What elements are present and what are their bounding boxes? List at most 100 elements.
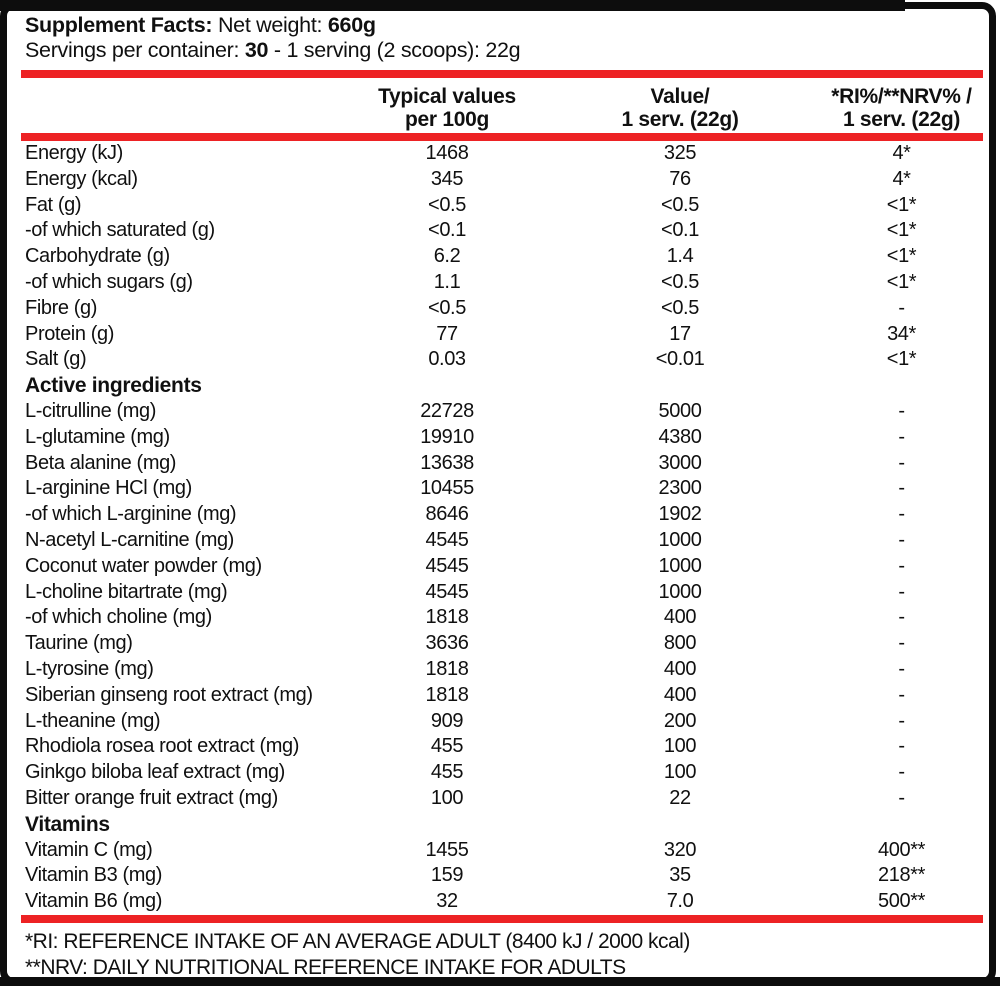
cell-ri-nrv: - bbox=[898, 503, 905, 526]
table-row: Fibre (g) <0.5 <0.5 - bbox=[7, 296, 989, 322]
table-row: Carbohydrate (g) 6.2 1.4 <1* bbox=[7, 244, 989, 270]
servings-line: Servings per container: 30 - 1 serving (… bbox=[25, 38, 989, 63]
cell-ri-nrv: 34* bbox=[887, 322, 916, 345]
section-heading-label: Active ingredients bbox=[25, 374, 202, 398]
cell-ri-nrv: - bbox=[898, 528, 905, 551]
table-row: L-glutamine (mg) 19910 4380 - bbox=[7, 425, 989, 451]
table-row: -of which L-arginine (mg) 8646 1902 - bbox=[7, 502, 989, 528]
cell-ri-nrv: 4* bbox=[892, 167, 911, 190]
row-label: N-acetyl L-carnitine (mg) bbox=[25, 528, 234, 551]
cell-per-serving: 400 bbox=[663, 683, 697, 706]
cell-per-100g: 13638 bbox=[420, 451, 474, 474]
cell-per-serving: 35 bbox=[669, 864, 691, 887]
cell-per-100g: 1818 bbox=[425, 657, 469, 680]
cell-per-serving: <0.5 bbox=[661, 193, 699, 216]
cell-per-100g: 6.2 bbox=[433, 245, 461, 268]
serving-detail: - 1 serving (2 scoops): 22g bbox=[273, 38, 521, 62]
cell-ri-nrv: <1* bbox=[886, 219, 917, 242]
cell-ri-nrv: 218** bbox=[878, 864, 925, 887]
table-row: Vitamin C (mg) 1455 320 400** bbox=[7, 838, 989, 864]
cell-per-100g: 345 bbox=[430, 167, 464, 190]
cell-ri-nrv: - bbox=[898, 554, 905, 577]
table-row: L-choline bitartrate (mg) 4545 1000 - bbox=[7, 580, 989, 606]
table-row: Rhodiola rosea root extract (mg) 455 100 - bbox=[7, 734, 989, 760]
cell-per-serving: 200 bbox=[663, 709, 697, 732]
cell-ri-nrv: 4* bbox=[892, 142, 911, 164]
row-label: Ginkgo biloba leaf extract (mg) bbox=[25, 761, 285, 784]
cell-ri-nrv: - bbox=[898, 632, 905, 655]
supplement-facts-title: Supplement Facts: bbox=[25, 13, 213, 37]
cell-per-100g: 1818 bbox=[425, 606, 469, 629]
cell-per-100g: 4545 bbox=[425, 528, 469, 551]
column-header-per-serving: Value/ 1 serv. (22g) bbox=[621, 85, 739, 131]
table-row: -of which sugars (g) 1.1 <0.5 <1* bbox=[7, 270, 989, 296]
cell-per-serving: <0.01 bbox=[655, 348, 705, 371]
row-label: L-choline bitartrate (mg) bbox=[25, 580, 228, 603]
cell-ri-nrv: - bbox=[898, 761, 905, 784]
cell-per-100g: 1468 bbox=[425, 142, 469, 164]
cell-ri-nrv: - bbox=[898, 296, 905, 319]
cell-per-serving: 1902 bbox=[658, 503, 702, 526]
cell-per-100g: 3636 bbox=[425, 632, 469, 655]
table-row: Coconut water powder (mg) 4545 1000 - bbox=[7, 554, 989, 580]
cell-ri-nrv: - bbox=[898, 657, 905, 680]
row-label: Rhodiola rosea root extract (mg) bbox=[25, 735, 299, 758]
cell-per-100g: 159 bbox=[430, 864, 464, 887]
cell-per-100g: 22728 bbox=[420, 399, 474, 422]
cell-per-100g: 100 bbox=[430, 786, 464, 809]
cell-per-100g: 4545 bbox=[425, 580, 469, 603]
row-label: Taurine (mg) bbox=[25, 632, 133, 655]
red-divider-top bbox=[21, 70, 983, 78]
top-black-strip bbox=[0, 0, 905, 11]
cell-per-serving: 400 bbox=[663, 657, 697, 680]
cell-per-100g: 1.1 bbox=[433, 270, 461, 293]
row-label: -of which sugars (g) bbox=[25, 270, 193, 293]
facts-table: Energy (kJ) 1468 325 4* Energy (kcal) 345 76 4*… bbox=[7, 141, 989, 915]
cell-ri-nrv: - bbox=[898, 786, 905, 809]
cell-ri-nrv: - bbox=[898, 735, 905, 758]
cell-per-serving: 1000 bbox=[658, 554, 702, 577]
row-label: L-tyrosine (mg) bbox=[25, 657, 154, 680]
row-label: Fibre (g) bbox=[25, 296, 97, 319]
cell-per-serving: 4380 bbox=[658, 425, 702, 448]
row-label: Salt (g) bbox=[25, 348, 87, 371]
row-label: Vitamin B3 (mg) bbox=[25, 864, 163, 887]
row-label: L-arginine HCl (mg) bbox=[25, 477, 192, 500]
cell-per-serving: <0.5 bbox=[661, 296, 699, 319]
cell-per-100g: 455 bbox=[430, 735, 464, 758]
row-label: Protein (g) bbox=[25, 322, 114, 345]
row-label: Energy (kJ) bbox=[25, 142, 123, 164]
table-row: Siberian ginseng root extract (mg) 1818 40… bbox=[7, 683, 989, 709]
row-label: L-theanine (mg) bbox=[25, 709, 161, 732]
row-label: -of which saturated (g) bbox=[25, 219, 215, 242]
cell-per-serving: 22 bbox=[669, 786, 691, 809]
cell-per-serving: 400 bbox=[663, 606, 697, 629]
footnote-ri: *RI: REFERENCE INTAKE OF AN AVERAGE ADUL… bbox=[25, 929, 690, 953]
cell-per-serving: <0.1 bbox=[661, 219, 699, 242]
cell-per-100g: 909 bbox=[430, 709, 464, 732]
row-label: Carbohydrate (g) bbox=[25, 245, 170, 268]
cell-per-serving: 17 bbox=[669, 322, 691, 345]
footnote-nrv: **NRV: DAILY NUTRITIONAL REFERENCE INTAK… bbox=[25, 955, 626, 979]
column-header-per-100g: Typical values per 100g bbox=[378, 85, 516, 131]
table-row: Beta alanine (mg) 13638 3000 - bbox=[7, 451, 989, 477]
cell-per-100g: 77 bbox=[436, 322, 458, 345]
column-header-ri-nrv: *RI%/**NRV% / 1 serv. (22g) bbox=[831, 85, 972, 131]
table-row: Taurine (mg) 3636 800 - bbox=[7, 631, 989, 657]
cell-per-serving: 5000 bbox=[658, 399, 702, 422]
cell-ri-nrv: 400** bbox=[878, 838, 925, 861]
cell-per-100g: 8646 bbox=[425, 503, 469, 526]
table-row: L-arginine HCl (mg) 10455 2300 - bbox=[7, 476, 989, 502]
cell-ri-nrv: - bbox=[898, 477, 905, 500]
table-row: L-tyrosine (mg) 1818 400 - bbox=[7, 657, 989, 683]
table-row: N-acetyl L-carnitine (mg) 4545 1000 - bbox=[7, 528, 989, 554]
cell-per-100g: 455 bbox=[430, 761, 464, 784]
cell-ri-nrv: <1* bbox=[886, 348, 917, 371]
cell-per-100g: 4545 bbox=[425, 554, 469, 577]
cell-ri-nrv: <1* bbox=[886, 193, 917, 216]
row-label: Beta alanine (mg) bbox=[25, 451, 177, 474]
table-row: Energy (kcal) 345 76 4* bbox=[7, 167, 989, 193]
column-header-ingredient bbox=[7, 85, 327, 133]
cell-per-100g: 0.03 bbox=[428, 348, 466, 371]
